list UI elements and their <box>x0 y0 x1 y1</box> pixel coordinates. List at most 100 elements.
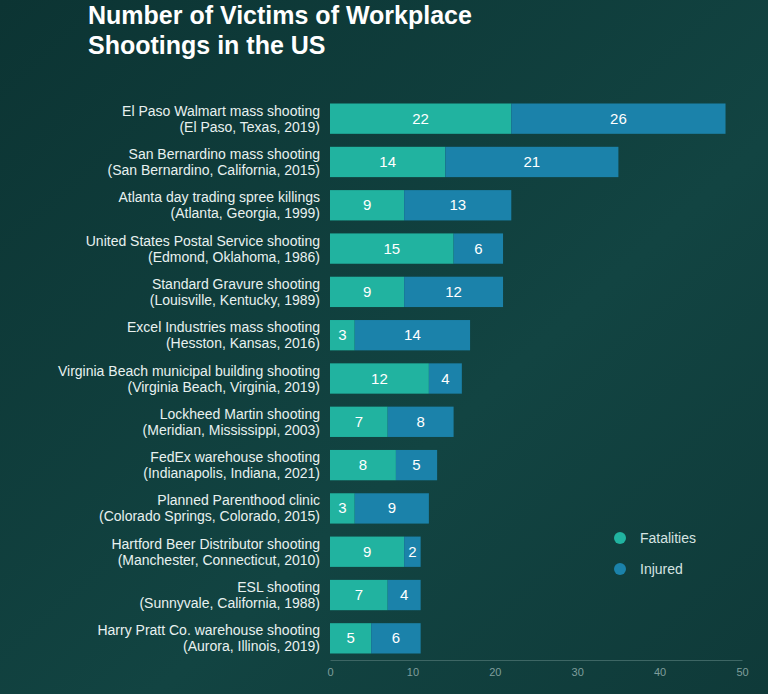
label-line: Excel Industries mass shooting <box>127 319 320 335</box>
label-line: (Virginia Beach, Virginia, 2019) <box>128 379 321 395</box>
tick-label: 20 <box>489 666 501 678</box>
category-label: Harry Pratt Co. warehouse shooting(Auror… <box>97 622 320 654</box>
data-labels: 22149159312783975262113612144859246 <box>338 110 627 647</box>
tick: 40 <box>654 660 666 678</box>
data-label: 2 <box>408 543 416 560</box>
bar-segment <box>445 147 618 177</box>
label-line: (Aurora, Illinois, 2019) <box>183 638 320 654</box>
data-label: 8 <box>416 413 424 430</box>
bar-segment <box>330 407 388 437</box>
bar-segment <box>396 450 437 480</box>
legend: Fatalities Injured <box>614 530 696 577</box>
tick-label: 40 <box>654 666 666 678</box>
label-line: San Bernardino mass shooting <box>129 146 320 162</box>
bar-segment <box>330 147 445 177</box>
title-line: Shootings in the US <box>88 31 326 59</box>
bar-segment <box>454 233 503 263</box>
category-label: Virginia Beach municipal building shooti… <box>58 363 320 395</box>
category-label: Atlanta day trading spree killings(Atlan… <box>118 189 320 221</box>
category-label: Standard Gravure shooting(Louisville, Ke… <box>150 276 320 308</box>
bar-segment <box>330 233 454 263</box>
bar-segment <box>511 103 725 133</box>
label-line: Lockheed Martin shooting <box>160 406 320 422</box>
category-label: Hartford Beer Distributor shooting(Manch… <box>111 536 320 568</box>
legend-label: Injured <box>640 561 683 577</box>
tick-label: 10 <box>407 666 419 678</box>
tick: 0 <box>327 660 333 678</box>
tick-label: 0 <box>327 666 333 678</box>
data-label: 21 <box>524 153 541 170</box>
data-label: 13 <box>449 196 466 213</box>
legend-swatch <box>614 532 626 544</box>
data-label: 8 <box>359 456 367 473</box>
category-label: FedEx warehouse shooting(Indianapolis, I… <box>143 449 320 481</box>
data-label: 12 <box>445 283 462 300</box>
label-line: (Edmond, Oklahoma, 1986) <box>148 249 320 265</box>
bar-segment <box>330 320 355 350</box>
label-line: (El Paso, Texas, 2019) <box>179 119 320 135</box>
category-label: El Paso Walmart mass shooting(El Paso, T… <box>122 103 320 135</box>
axis-domain <box>331 660 743 661</box>
bar-segment <box>330 363 429 393</box>
bar-segment <box>388 407 454 437</box>
label-line: Harry Pratt Co. warehouse shooting <box>97 622 320 638</box>
category-label: San Bernardino mass shooting(San Bernard… <box>108 146 320 178</box>
bar-segment <box>330 450 396 480</box>
label-line: Virginia Beach municipal building shooti… <box>58 363 320 379</box>
bars <box>330 103 726 653</box>
data-label: 14 <box>379 153 396 170</box>
bar-segment <box>388 580 421 610</box>
category-labels: El Paso Walmart mass shooting(El Paso, T… <box>58 103 320 655</box>
data-label: 3 <box>338 326 346 343</box>
label-line: (Hesston, Kansas, 2016) <box>166 335 320 351</box>
label-line: El Paso Walmart mass shooting <box>122 103 320 119</box>
category-label: United States Postal Service shooting(Ed… <box>86 233 320 265</box>
data-label: 9 <box>388 499 396 516</box>
data-label: 7 <box>355 413 363 430</box>
data-label: 5 <box>346 629 354 646</box>
data-label: 6 <box>474 240 482 257</box>
label-line: (Louisville, Kentucky, 1989) <box>150 292 320 308</box>
bar-segment <box>404 190 511 220</box>
x-axis: 0 10 20 30 40 50 <box>327 660 748 678</box>
category-label: Planned Parenthood clinic(Colorado Sprin… <box>99 492 320 524</box>
data-label: 3 <box>338 499 346 516</box>
bar-segment <box>330 190 404 220</box>
data-label: 9 <box>363 283 371 300</box>
bar-segment <box>355 493 429 523</box>
label-line: (Meridian, Mississippi, 2003) <box>143 422 320 438</box>
data-label: 4 <box>441 370 449 387</box>
legend-label: Fatalities <box>640 530 696 546</box>
label-line: (Sunnyvale, California, 1988) <box>139 595 320 611</box>
label-line: (Manchester, Connecticut, 2010) <box>118 552 320 568</box>
label-line: Planned Parenthood clinic <box>157 492 320 508</box>
tick: 30 <box>572 660 584 678</box>
bar-segment <box>330 277 404 307</box>
data-label: 22 <box>412 110 429 127</box>
bar-segment <box>330 103 511 133</box>
label-line: Atlanta day trading spree killings <box>118 189 320 205</box>
chart: Number of Victims of WorkplaceShootings … <box>0 0 768 694</box>
label-line: (Colorado Springs, Colorado, 2015) <box>99 508 320 524</box>
data-label: 26 <box>610 110 627 127</box>
bar-segment <box>429 363 462 393</box>
label-line: (Atlanta, Georgia, 1999) <box>171 205 320 221</box>
data-label: 15 <box>383 240 400 257</box>
category-label: ESL shooting(Sunnyvale, California, 1988… <box>139 579 320 611</box>
data-label: 6 <box>392 629 400 646</box>
label-line: Hartford Beer Distributor shooting <box>111 536 320 552</box>
bar-segment <box>404 277 503 307</box>
background <box>0 0 768 694</box>
data-label: 14 <box>404 326 421 343</box>
bar-segment <box>330 623 371 653</box>
data-label: 9 <box>363 543 371 560</box>
bar-segment <box>330 493 355 523</box>
tick: 20 <box>489 660 501 678</box>
label-line: (Indianapolis, Indiana, 2021) <box>143 465 320 481</box>
tick: 10 <box>407 660 419 678</box>
label-line: (San Bernardino, California, 2015) <box>108 162 320 178</box>
data-label: 5 <box>412 456 420 473</box>
bar-segment <box>404 537 420 567</box>
tick: 50 <box>736 660 748 678</box>
chart-title: Number of Victims of WorkplaceShootings … <box>88 1 472 59</box>
